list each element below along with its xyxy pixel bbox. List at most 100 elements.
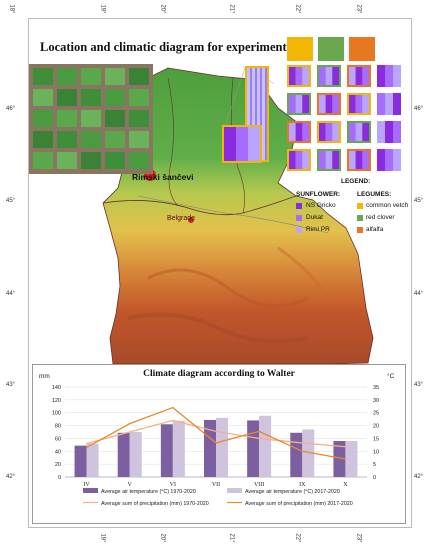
legend-label-alfalfa: alfalfa	[366, 226, 384, 233]
legumes-heading: LEGUMES:	[357, 191, 392, 198]
legend-label: Average sum of precipitation (mm) 1970-2…	[101, 501, 209, 507]
lon-label-bottom: 22°	[294, 533, 301, 543]
y-right-tick: 25	[373, 411, 379, 417]
plot-layout-grid	[287, 65, 401, 171]
bar	[333, 441, 346, 477]
plot-cell	[347, 93, 371, 115]
legend-label-common-vetch: common vetch	[366, 202, 409, 209]
plot-cell	[347, 149, 371, 171]
line-point	[301, 442, 303, 444]
lon-label-top: 23°	[355, 4, 362, 14]
lat-label-right: 42°	[414, 474, 424, 480]
y-right-tick: 5	[373, 462, 376, 468]
bar	[247, 420, 260, 477]
plot-cell	[287, 93, 311, 115]
plot-cell	[287, 121, 311, 143]
field-plot	[81, 110, 101, 127]
relief-map	[102, 67, 374, 365]
y-right-tick: 0	[373, 475, 376, 481]
line-point	[172, 406, 174, 409]
lat-label-right: 43°	[414, 382, 424, 388]
plot-cell	[317, 149, 341, 171]
plot-cell	[377, 149, 401, 171]
line-point	[85, 442, 88, 445]
bar	[204, 419, 216, 477]
x-tick-label: VIII	[254, 482, 264, 488]
line-point	[129, 423, 131, 425]
plot-cell	[287, 149, 311, 171]
line-point	[85, 446, 88, 449]
capital-marker	[188, 217, 194, 223]
district-border	[167, 77, 179, 207]
y-left-tick: 40	[55, 449, 61, 455]
field-plot	[33, 89, 53, 106]
bar	[302, 429, 315, 477]
field-plot	[129, 131, 149, 148]
chart-title: Climate diagram according to Walter	[143, 369, 295, 379]
field-plot	[105, 131, 125, 148]
bar	[216, 417, 228, 477]
field-plot	[57, 89, 77, 106]
legend-label: Average sum of precipitation (mm) 2017-2…	[245, 501, 353, 507]
x-tick-label: V	[128, 482, 133, 488]
lon-label-top: 19°	[99, 4, 106, 14]
callout-lines	[224, 65, 275, 157]
line-point	[344, 446, 347, 448]
plot-cell	[377, 65, 401, 87]
lon-label-top: 21°	[228, 4, 235, 14]
field-plot	[57, 110, 77, 127]
bar	[345, 441, 358, 477]
climate-chart: 0 20 40 60 80 100 120 140 0 5 10 15 20 25 30 35 IV V VI VII…	[52, 385, 379, 507]
legume-swatch-alfalfa	[349, 37, 375, 61]
lon-label-bottom: 20°	[159, 533, 166, 543]
field-plot	[81, 152, 101, 169]
y-right-tick: 15	[373, 436, 379, 442]
legend-label-dukat: Dukat	[306, 214, 323, 221]
lat-label-right: 46°	[414, 106, 424, 112]
line-point	[172, 419, 174, 422]
legend-swatch	[83, 488, 98, 493]
y-right-tick: 20	[373, 424, 379, 430]
x-tick-label: IX	[299, 482, 306, 488]
field-plot	[57, 152, 77, 169]
plot-cell	[317, 121, 341, 143]
bar	[129, 432, 142, 477]
figure-title: Location and climatic diagram for experi…	[40, 40, 314, 54]
line-point	[258, 437, 260, 440]
capital-label: Belgrade	[167, 215, 196, 222]
plot-cell	[317, 93, 341, 115]
bar	[290, 432, 303, 477]
lat-label-left: 43°	[6, 382, 16, 388]
field-plot	[129, 152, 149, 169]
plot-cell	[377, 93, 401, 115]
lat-label-right: 44°	[414, 291, 424, 297]
x-tick-label: IV	[83, 482, 90, 488]
legend-heading: LEGEND:	[341, 178, 371, 185]
line-point	[215, 442, 217, 444]
y-left-tick: 140	[52, 385, 61, 391]
y-right-tick: 10	[373, 449, 379, 455]
zoom-plot-detail	[222, 125, 262, 163]
lon-label-bottom: 19°	[99, 533, 106, 543]
legend-swatch-dukat	[296, 215, 302, 221]
bar	[117, 432, 130, 477]
legume-swatch-common-vetch	[287, 37, 313, 61]
lat-label-left: 44°	[6, 291, 16, 297]
y-right-tick: 35	[373, 385, 379, 391]
field-plot	[33, 110, 53, 127]
lat-label-left: 46°	[6, 106, 16, 112]
y-left-tick: 0	[58, 475, 61, 481]
lon-label-bottom: 21°	[228, 533, 235, 543]
y-left-tick: 80	[55, 424, 61, 430]
legend-label: Average air temperature (°C) 2017-2020	[245, 489, 340, 495]
field-plot	[33, 68, 53, 85]
field-plot	[33, 152, 53, 169]
x-tick-label: VI	[170, 482, 176, 488]
line-point	[215, 430, 217, 432]
lon-label-top: 20°	[159, 4, 166, 14]
lon-label-bottom: 23°	[355, 533, 362, 543]
climate-chart-panel: Climate diagram according to Walter mm °…	[32, 364, 406, 524]
legend-swatch	[227, 488, 242, 493]
legend-label-red-clover: red clover	[366, 214, 395, 221]
plot-cell	[317, 65, 341, 87]
